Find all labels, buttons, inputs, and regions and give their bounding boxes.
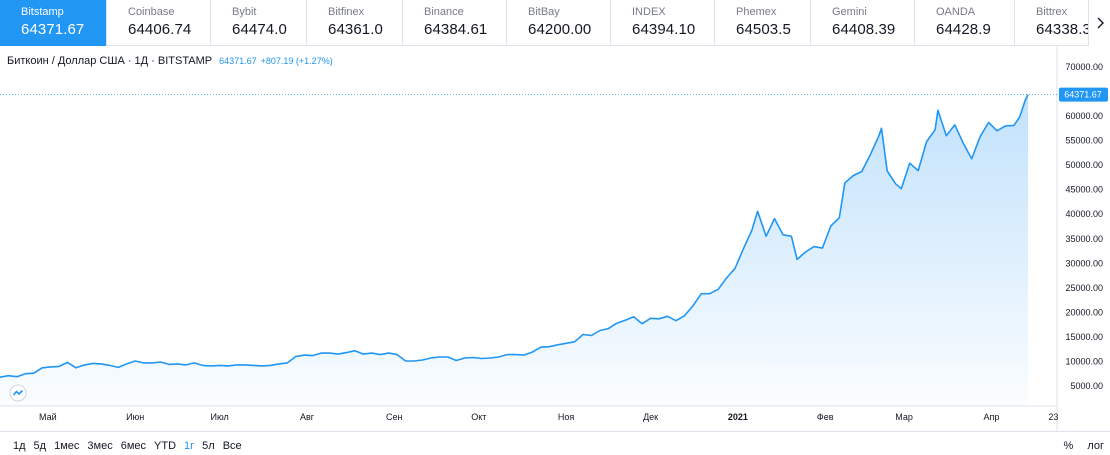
- range-button[interactable]: 5л: [202, 440, 215, 452]
- date-range-selector: 1д 5д 1мес 3мес 6мес YTD 1г 5л Все: [13, 440, 250, 452]
- ticker-exchange: INDEX: [632, 6, 666, 18]
- chevron-right-icon[interactable]: [1088, 0, 1110, 46]
- ticker-price: 64503.5: [736, 21, 791, 38]
- ticker-price: 64371.67: [21, 21, 85, 38]
- x-tick-label: Май: [39, 412, 57, 422]
- time-axis[interactable]: Май Июн Июл Авг Сен Окт Ноя Дек 2021 Фев Мар Апр 23: [39, 412, 1058, 422]
- log-scale-button[interactable]: лог: [1087, 440, 1104, 452]
- x-tick-label: Ноя: [558, 412, 575, 422]
- ticker-price: 64338.3: [1036, 21, 1091, 38]
- y-tick-label: 15000.00: [1065, 332, 1103, 342]
- x-tick-label: Июн: [126, 412, 144, 422]
- scale-options: % лог: [1050, 440, 1104, 452]
- chart-legend: Биткоин / Доллар США · 1Д · BITSTAMP 643…: [7, 55, 333, 67]
- ticker-gemini[interactable]: Gemini 64408.39: [811, 0, 915, 46]
- y-tick-label: 5000.00: [1070, 381, 1103, 391]
- x-tick-label: Дек: [643, 412, 658, 422]
- range-button[interactable]: 6мес: [120, 440, 147, 452]
- range-button[interactable]: 5д: [33, 440, 47, 452]
- ticker-exchange: BitBay: [528, 6, 560, 18]
- range-button[interactable]: Все: [222, 440, 242, 452]
- price-axis[interactable]: 70000.0065000.0060000.0055000.0050000.00…: [1065, 62, 1103, 391]
- price-line: [0, 94, 1029, 378]
- y-tick-label: 60000.00: [1065, 111, 1103, 121]
- ticker-exchange: Bitstamp: [21, 6, 64, 18]
- y-tick-label: 45000.00: [1065, 185, 1103, 195]
- exchange-ticker-bar: Bitstamp 64371.67 Coinbase 64406.74 Bybit 644…: [0, 0, 1110, 46]
- ticker-bittrex[interactable]: Bittrex 64338.3: [1015, 0, 1110, 46]
- x-tick-label: Мар: [895, 412, 913, 422]
- ticker-exchange: Gemini: [832, 6, 867, 18]
- ticker-exchange: Bybit: [232, 6, 257, 18]
- y-tick-label: 35000.00: [1065, 234, 1103, 244]
- ticker-coinbase[interactable]: Coinbase 64406.74: [107, 0, 211, 46]
- ticker-phemex[interactable]: Phemex 64503.5: [715, 0, 811, 46]
- range-button[interactable]: YTD: [154, 440, 177, 452]
- ticker-oanda[interactable]: OANDA 64428.9: [915, 0, 1015, 46]
- ticker-exchange: Bitfinex: [328, 6, 365, 18]
- y-tick-label: 10000.00: [1065, 356, 1103, 366]
- ticker-exchange: Bittrex: [1036, 6, 1068, 18]
- ticker-exchange: Phemex: [736, 6, 777, 18]
- x-tick-label: Фев: [817, 412, 834, 422]
- svg-text:64371.67: 64371.67: [1064, 90, 1102, 100]
- x-tick-label: Апр: [983, 412, 999, 422]
- range-button[interactable]: 1д: [13, 440, 26, 452]
- y-tick-label: 50000.00: [1065, 160, 1103, 170]
- ticker-price: 64406.74: [128, 21, 192, 38]
- ticker-exchange: Coinbase: [128, 6, 175, 18]
- ticker-bybit[interactable]: Bybit 64474.0: [211, 0, 307, 46]
- x-tick-label: Июл: [211, 412, 229, 422]
- ticker-price: 64361.0: [328, 21, 383, 38]
- y-tick-label: 20000.00: [1065, 307, 1103, 317]
- y-tick-label: 55000.00: [1065, 136, 1103, 146]
- ticker-price: 64408.39: [832, 21, 896, 38]
- ticker-price: 64428.9: [936, 21, 991, 38]
- range-button[interactable]: 1мес: [54, 440, 80, 452]
- ticker-price: 64384.61: [424, 21, 488, 38]
- x-tick-label: Окт: [471, 412, 486, 422]
- ticker-price: 64394.10: [632, 21, 696, 38]
- y-tick-label: 70000.00: [1065, 62, 1103, 72]
- range-button[interactable]: 3мес: [87, 440, 113, 452]
- range-button[interactable]: 1г: [184, 440, 195, 452]
- ticker-exchange: Binance: [424, 6, 464, 18]
- ticker-price: 64474.0: [232, 21, 287, 38]
- y-tick-label: 30000.00: [1065, 258, 1103, 268]
- legend-last-price: 64371.67: [219, 56, 257, 66]
- percent-scale-button[interactable]: %: [1063, 440, 1074, 452]
- x-tick-label: 23: [1048, 412, 1058, 422]
- last-price-tag: 64371.67: [1059, 87, 1108, 102]
- legend-change: +807.19 (+1.27%): [260, 56, 333, 66]
- price-area-chart[interactable]: 70000.0065000.0060000.0055000.0050000.00…: [0, 46, 1110, 431]
- x-tick-label: Авг: [300, 412, 315, 422]
- symbol-title: Биткоин / Доллар США · 1Д · BITSTAMP: [7, 55, 213, 67]
- ticker-bitstamp[interactable]: Bitstamp 64371.67: [0, 0, 107, 46]
- ticker-price: 64200.00: [528, 21, 592, 38]
- ticker-index[interactable]: INDEX 64394.10: [611, 0, 715, 46]
- y-tick-label: 40000.00: [1065, 209, 1103, 219]
- ticker-binance[interactable]: Binance 64384.61: [403, 0, 507, 46]
- price-area-fill: [0, 94, 1028, 406]
- bottom-toolbar: 1д 5д 1мес 3мес 6мес YTD 1г 5л Все % лог: [0, 431, 1110, 455]
- ticker-bitbay[interactable]: BitBay 64200.00: [507, 0, 611, 46]
- ticker-bitfinex[interactable]: Bitfinex 64361.0: [307, 0, 403, 46]
- tradingview-logo[interactable]: [9, 384, 27, 402]
- x-tick-label: 2021: [728, 412, 748, 422]
- x-tick-label: Сен: [386, 412, 403, 422]
- ticker-exchange: OANDA: [936, 6, 976, 18]
- y-tick-label: 25000.00: [1065, 283, 1103, 293]
